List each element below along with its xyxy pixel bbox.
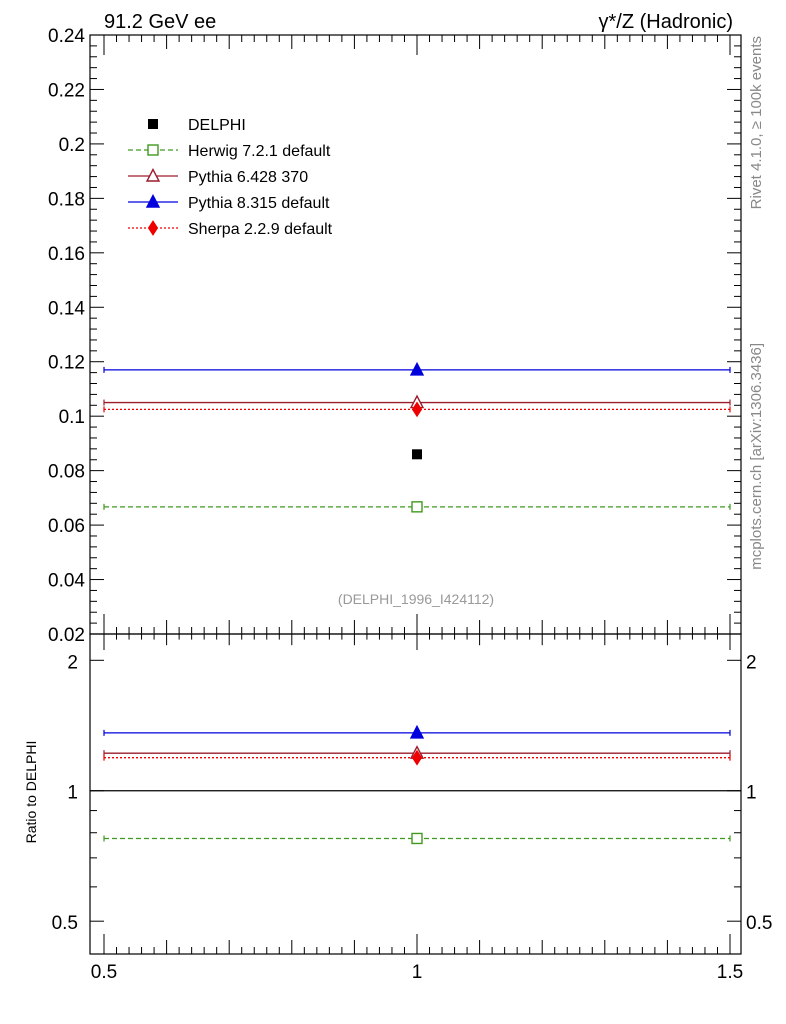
y-tick-label: 0.1	[59, 407, 85, 428]
x-tick-label: 1	[412, 962, 423, 983]
legend-marker-pythia-6-428-370	[145, 167, 161, 182]
ratio-panel: 0.5 0.5 1 1 2 2	[52, 633, 772, 955]
y-tick-label: 0.08	[48, 462, 85, 483]
ratio-y-tick-label-right: 1	[746, 783, 757, 804]
delphi-data-point	[412, 449, 422, 460]
y-tick-label: 0.16	[48, 244, 85, 265]
legend-label-pythia-8-315-default: Pythia 8.315 default	[188, 195, 330, 212]
legend-label-sherpa-2-2-9-default: Sherpa 2.2.9 default	[188, 221, 333, 238]
legend: DELPHI Herwig 7.2.1 default Pythia 6.428 3…	[128, 117, 333, 238]
x-tick-label: 0.5	[91, 962, 117, 983]
y-tick-label: 0.06	[48, 516, 85, 537]
sherpa-2-2-9-default-marker	[411, 401, 423, 418]
header-right: γ*/Z (Hadronic)	[599, 11, 733, 33]
legend-label-herwig-7-2-1-default: Herwig 7.2.1 default	[188, 143, 331, 160]
sherpa-2-2-9-default-marker-ratio	[411, 749, 423, 766]
x-tick-label: 1.5	[717, 962, 743, 983]
y-tick-label: 0.14	[48, 298, 85, 319]
main-panel: 0.02 0.04 0.06 0.08 0.1 0.12 0.14 0.16 0.18 0.2 0.…	[48, 26, 742, 646]
y-tick-label: 0.2	[59, 135, 85, 156]
side-label-rivet: Rivet 4.1.0, ≥ 100k events	[748, 36, 765, 209]
ratio-y-tick-label-left: 0.5	[52, 913, 78, 934]
legend-marker-herwig-7-2-1-default	[147, 144, 159, 156]
y-tick-label: 0.02	[48, 625, 85, 646]
ratio-y-tick-label-right: 2	[746, 652, 757, 673]
ratio-y-tick-label-right: 0.5	[746, 913, 772, 934]
herwig-7-2-1-default-marker-ratio	[411, 832, 423, 845]
ratio-y-tick-label-left: 1	[67, 783, 78, 804]
legend-label-pythia-6-428-370: Pythia 6.428 370	[188, 169, 308, 186]
y-tick-label: 0.04	[48, 571, 85, 592]
legend-marker-sherpa-2-2-9-default	[147, 220, 159, 236]
side-label-mcplots: mcplots.cern.ch [arXiv:1306.3436]	[748, 343, 765, 570]
legend-marker-pythia-8-315-default	[145, 193, 161, 208]
y-tick-label: 0.18	[48, 189, 85, 210]
y-tick-label: 0.24	[48, 26, 85, 47]
header-left: 91.2 GeV ee	[104, 11, 216, 33]
ratio-y-axis-label: Ratio to DELPHI	[23, 741, 39, 844]
ratio-frame	[89, 633, 742, 955]
herwig-7-2-1-default-marker	[411, 501, 423, 513]
pythia-8-315-default-marker	[409, 361, 425, 376]
analysis-tag: (DELPHI_1996_I424112)	[338, 591, 494, 607]
y-tick-label: 0.22	[48, 80, 85, 101]
legend-label-delphi: DELPHI	[188, 117, 246, 134]
ratio-y-tick-label-left: 2	[67, 652, 78, 673]
legend-marker-delphi	[148, 119, 158, 129]
pythia-8-315-default-marker-ratio	[409, 724, 425, 739]
y-tick-label: 0.12	[48, 353, 85, 374]
